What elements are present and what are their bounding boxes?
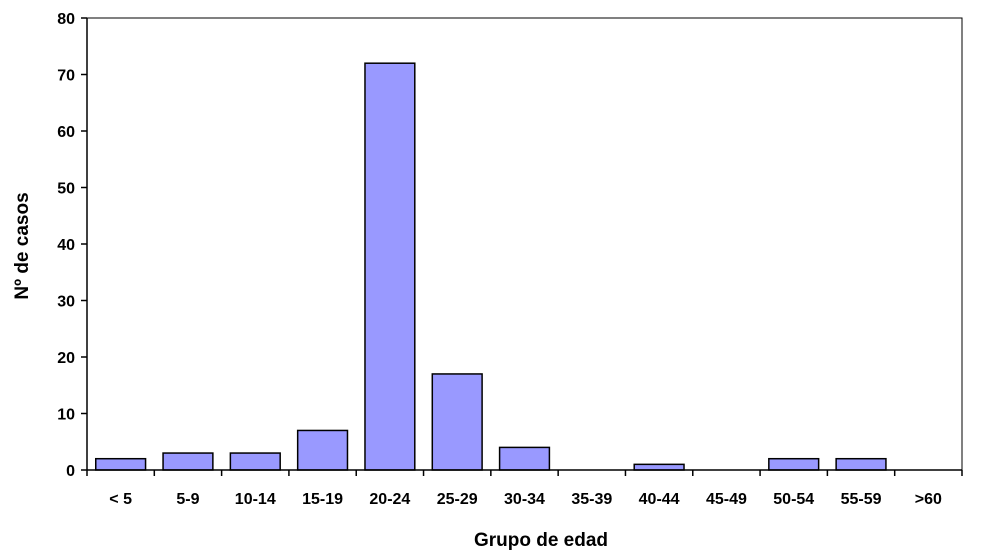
y-tick-label-2: 20 — [57, 350, 75, 367]
y-tick-label-4: 40 — [57, 237, 75, 254]
y-axis-title: Nº de casos — [12, 192, 33, 299]
bars — [95, 62, 887, 471]
bar-4 — [364, 62, 416, 471]
bar-3 — [296, 429, 349, 471]
y-tick-label-8: 80 — [57, 11, 75, 28]
x-tick-label-3: 15-19 — [302, 491, 343, 508]
x-tick-label-1: 5-9 — [176, 491, 199, 508]
bar-0 — [95, 457, 147, 471]
x-tick-label-2: 10-14 — [235, 491, 276, 508]
y-tick-label-3: 30 — [57, 294, 75, 311]
y-tick-label-1: 10 — [57, 407, 75, 424]
x-tick-label-7: 35-39 — [571, 491, 612, 508]
x-tick-label-0: < 5 — [109, 491, 132, 508]
x-tick-label-9: 45-49 — [706, 491, 747, 508]
y-tick-label-7: 70 — [57, 68, 75, 85]
x-tick-labels: < 5 5-9 10-14 15-19 20-24 25-29 30-34 35-39 40-4… — [109, 491, 942, 508]
bar-11 — [835, 457, 887, 471]
bar-5 — [431, 373, 483, 471]
x-axis-title: Grupo de edad — [474, 530, 608, 551]
y-tick-labels: 0 10 20 30 40 50 60 70 80 — [57, 11, 75, 480]
bar-8 — [633, 463, 685, 471]
x-tick-label-11: 55-59 — [841, 491, 882, 508]
y-tick-label-6: 60 — [57, 124, 75, 141]
axes — [81, 17, 963, 476]
bar-10 — [768, 457, 820, 471]
x-tick-label-10: 50-54 — [773, 491, 814, 508]
x-tick-label-12: >60 — [915, 491, 942, 508]
x-tick-label-4: 20-24 — [369, 491, 410, 508]
bar-6 — [498, 446, 551, 471]
plot-area — [86, 17, 963, 471]
y-tick-label-5: 50 — [57, 181, 75, 198]
x-tick-label-8: 40-44 — [639, 491, 680, 508]
x-tick-label-6: 30-34 — [504, 491, 545, 508]
bar-2 — [229, 452, 281, 471]
bar-1 — [162, 452, 214, 471]
x-tick-label-5: 25-29 — [437, 491, 478, 508]
y-tick-label-0: 0 — [66, 463, 75, 480]
plot-area-border — [86, 17, 963, 471]
